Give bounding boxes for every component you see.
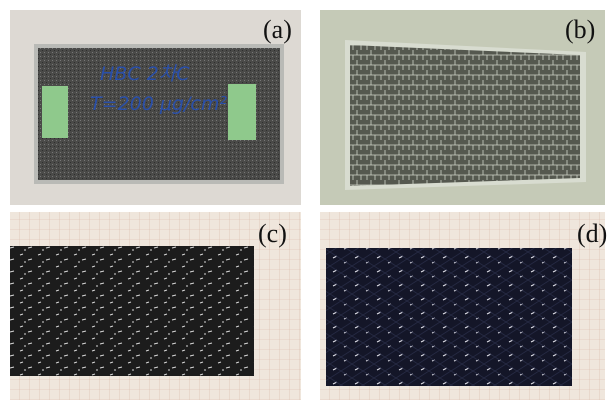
panel-label: (d) <box>577 219 607 248</box>
panel-d: (d) <box>320 212 607 400</box>
panel-label: (b) <box>565 15 595 44</box>
panel-label: (a) <box>263 15 292 44</box>
panel-a: HBC 2차C T=200 μg/cm² (a) <box>10 10 301 205</box>
sample-writing: T=200 μg/cm² <box>90 93 227 115</box>
panel-b: (b) <box>320 10 605 205</box>
panel-c: (c) <box>10 212 301 400</box>
panel-label: (c) <box>258 219 287 248</box>
sample-writing: HBC 2차C <box>100 63 190 85</box>
